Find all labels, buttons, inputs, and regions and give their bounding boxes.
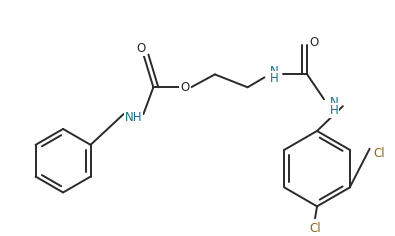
Text: Cl: Cl: [309, 222, 321, 235]
Text: Cl: Cl: [374, 147, 386, 160]
Text: N: N: [270, 65, 279, 78]
Text: O: O: [137, 42, 146, 55]
Text: N: N: [329, 96, 338, 109]
Text: H: H: [270, 72, 279, 85]
Text: O: O: [181, 81, 190, 94]
Text: H: H: [329, 104, 338, 117]
Text: NH: NH: [125, 110, 142, 124]
Text: O: O: [309, 36, 319, 49]
